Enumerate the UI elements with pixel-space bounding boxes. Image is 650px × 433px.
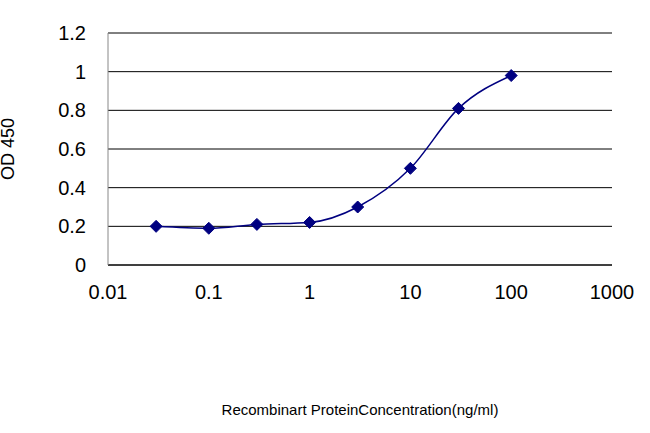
svg-text:0.01: 0.01 <box>89 281 128 303</box>
svg-text:0.2: 0.2 <box>58 215 86 237</box>
svg-text:0: 0 <box>75 254 86 276</box>
svg-text:Recombinart ProteinConcentrati: Recombinart ProteinConcentration(ng/ml) <box>222 401 499 418</box>
svg-text:10: 10 <box>399 281 421 303</box>
svg-text:1.2: 1.2 <box>58 22 86 44</box>
svg-text:0.8: 0.8 <box>58 99 86 121</box>
svg-text:0.1: 0.1 <box>195 281 223 303</box>
svg-text:0.4: 0.4 <box>58 177 86 199</box>
svg-text:1000: 1000 <box>590 281 635 303</box>
svg-text:0.6: 0.6 <box>58 138 86 160</box>
svg-text:1: 1 <box>75 61 86 83</box>
svg-text:1: 1 <box>304 281 315 303</box>
svg-text:100: 100 <box>495 281 528 303</box>
svg-text:OD 450: OD 450 <box>8 118 18 180</box>
